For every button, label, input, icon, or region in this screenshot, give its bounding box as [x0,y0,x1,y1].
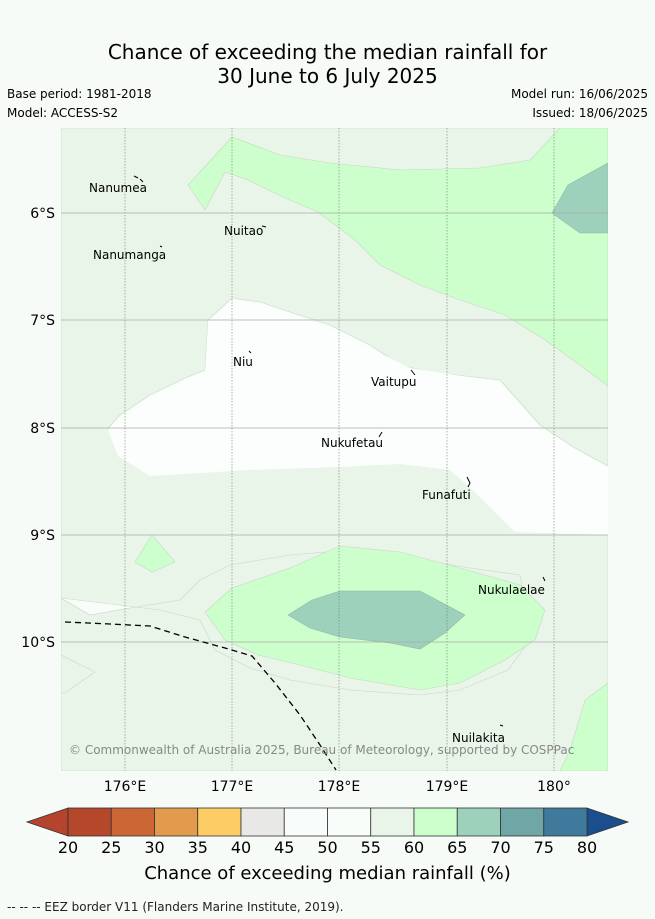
lat-tick: 10°S [21,635,55,651]
colorbar-label: 50 [317,838,337,857]
colorbar-label: 45 [274,838,294,857]
colorbar-label: 70 [490,838,510,857]
lon-axis: 176°E 177°E 178°E 179°E 180° [104,779,571,795]
contour-60-65-island [134,534,176,573]
title-line-2: 30 June to 6 July 2025 [217,64,438,88]
lat-axis: 6°S 7°S 8°S 9°S 10°S [21,206,55,651]
colorbar-label: 80 [577,838,597,857]
colorbar: 20 25 30 35 40 45 50 55 60 65 70 75 80 [25,807,630,857]
place-nanumanga: Nanumanga [93,248,166,262]
colorbar-label: 40 [231,838,251,857]
colorbar-label: 25 [101,838,121,857]
lon-tick: 180° [537,779,571,795]
colorbar-high-arrow [586,807,630,837]
colorbar-cell [413,807,458,837]
colorbar-cell [67,807,112,837]
colorbar-low-arrow [25,807,69,837]
colorbar-cell [543,807,588,837]
colorbar-label: 65 [447,838,467,857]
base-period: Base period: 1981-2018 [7,87,152,101]
place-niu: Niu [233,355,253,369]
place-funafuti: Funafuti [422,488,471,502]
lat-tick: 6°S [30,206,55,222]
map-area [61,128,608,771]
model-name: Model: ACCESS-S2 [7,106,119,120]
colorbar-label: 30 [144,838,164,857]
colorbar-cell [370,807,415,837]
colorbar-label: 75 [534,838,554,857]
lat-tick: 7°S [30,313,55,329]
colorbar-title: Chance of exceeding median rainfall (%) [144,863,511,884]
colorbar-cell [110,807,155,837]
contour-65-70-south [287,590,466,650]
contour-60-65-north [187,128,608,387]
colorbar-cell [283,807,328,837]
gridlines [124,128,555,771]
lon-tick: 179°E [426,779,469,795]
issued-date: Issued: 18/06/2025 [532,106,648,120]
colorbar-cell [327,807,372,837]
lat-tick: 8°S [30,421,55,437]
lon-tick: 177°E [211,779,254,795]
lon-tick: 176°E [104,779,147,795]
map-title: Chance of exceeding the median rainfall … [0,40,655,88]
colorbar-cell [154,807,199,837]
lat-gridlines [61,212,608,643]
island-outlines [133,175,546,727]
place-vaitupu: Vaitupu [371,375,417,389]
eez-note: -- -- -- EEZ border V11 (Flanders Marine… [7,900,344,914]
colorbar-label: 35 [188,838,208,857]
contour-60-65-southeast [559,682,608,771]
model-run: Model run: 16/06/2025 [510,87,648,101]
title-line-1: Chance of exceeding the median rainfall … [107,40,548,64]
lat-tick: 9°S [30,528,55,544]
colorbar-cell [500,807,545,837]
place-nukufetau: Nukufetau [321,436,383,450]
place-labels: Nanumea Nuitao Nanumanga Niu Vaitupu Nuk… [89,181,545,745]
place-nanumea: Nanumea [89,181,147,195]
eez-border [64,621,337,771]
place-nuilakita: Nuilakita [452,731,505,745]
colorbar-label: 20 [58,838,78,857]
colorbar-cell [456,807,501,837]
colorbar-cell [197,807,242,837]
place-nukulaelae: Nukulaelae [478,583,545,597]
copyright-notice: © Commonwealth of Australia 2025, Bureau… [69,743,574,757]
colorbar-label: 55 [361,838,381,857]
contour-50-55-center [108,300,608,535]
colorbar-cell [240,807,285,837]
colorbar-label: 60 [404,838,424,857]
lon-tick: 178°E [318,779,361,795]
contour-65-70-east [551,162,608,234]
place-nuitao: Nuitao [224,224,263,238]
